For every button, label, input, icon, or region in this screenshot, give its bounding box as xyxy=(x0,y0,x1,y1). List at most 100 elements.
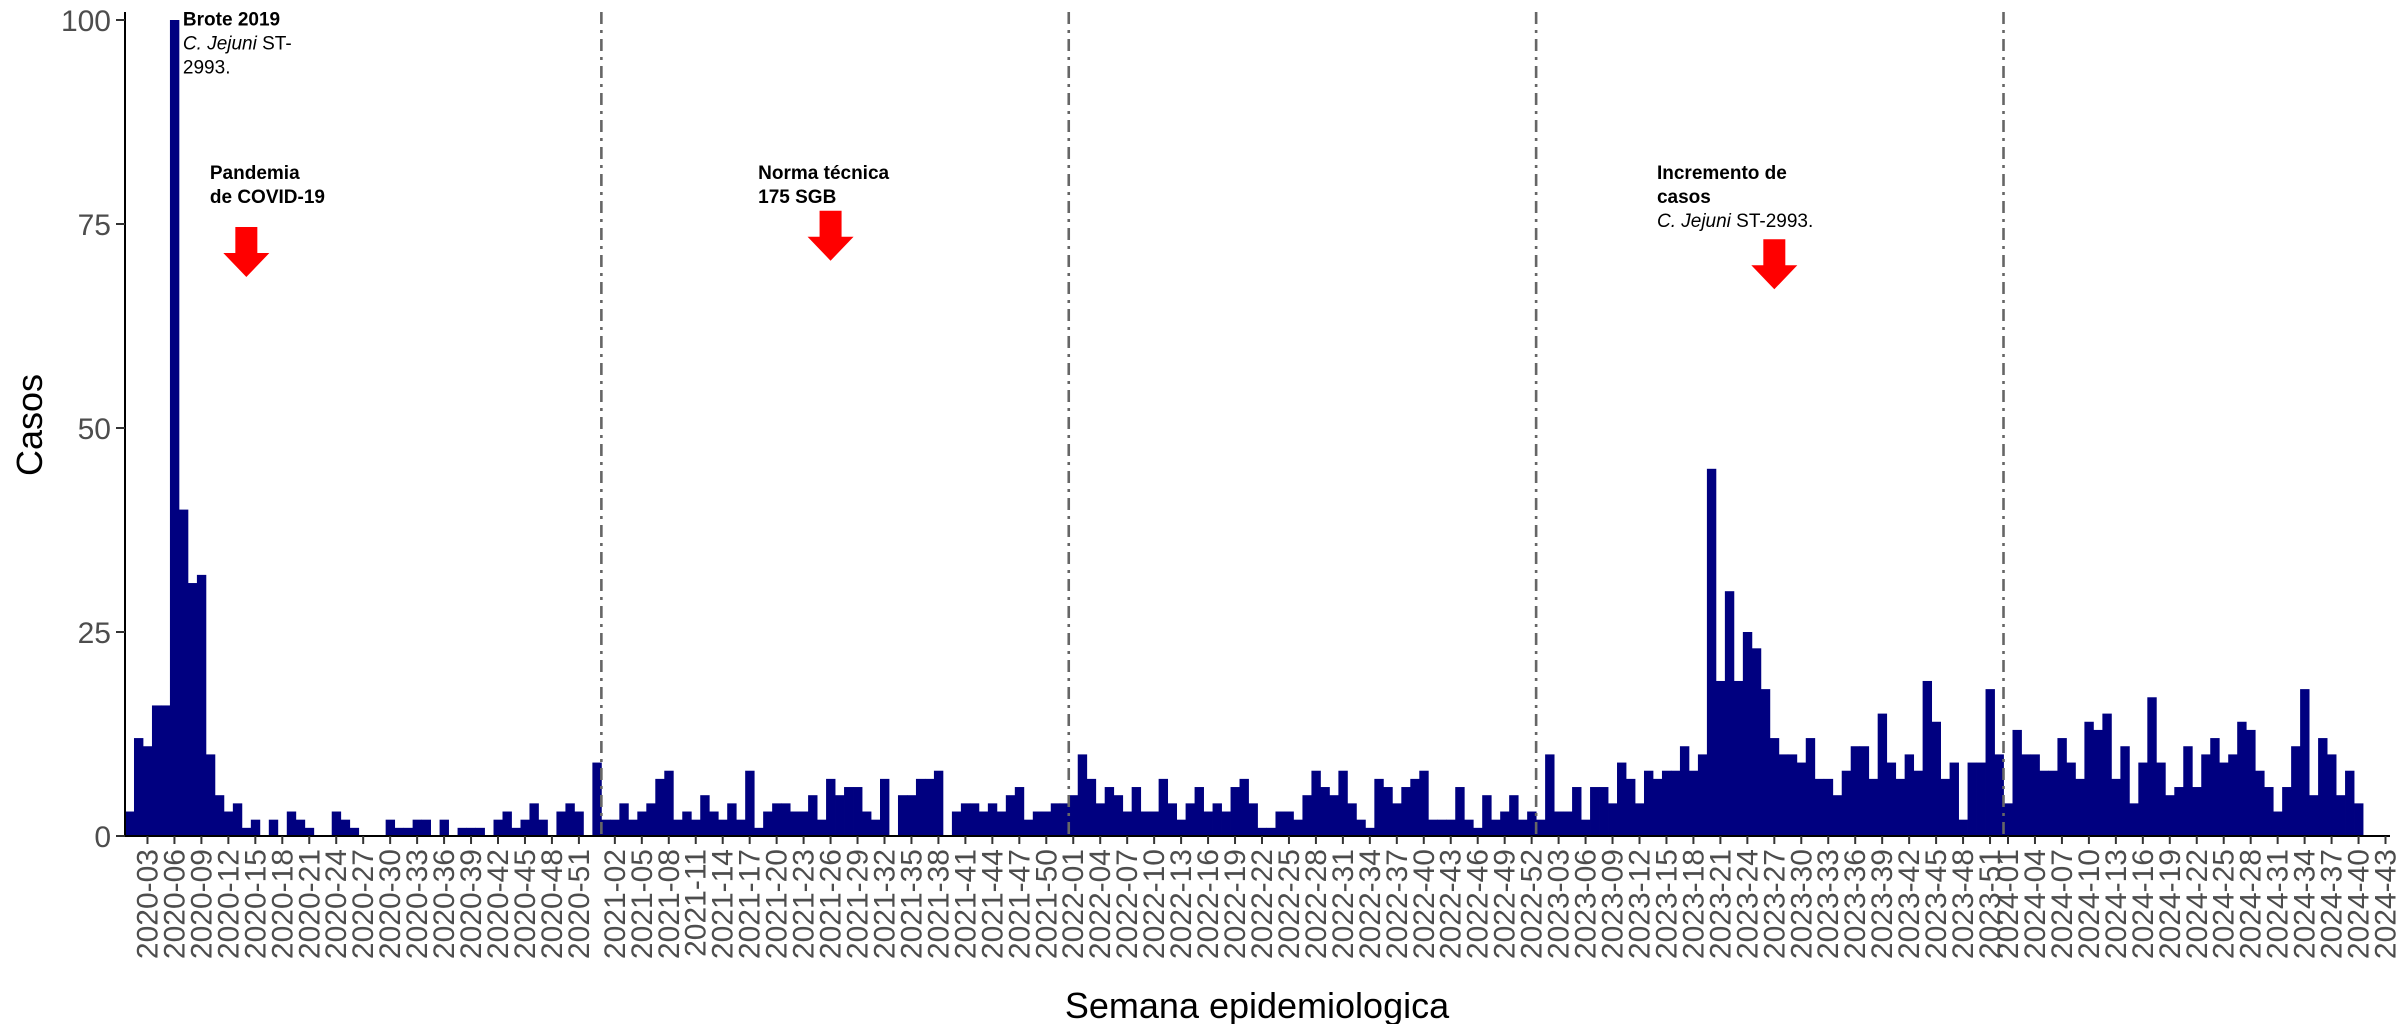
bar-2022-15 xyxy=(1194,787,1204,836)
bar-2021-30 xyxy=(862,811,872,836)
bar-2023-51 xyxy=(1985,689,1995,836)
bar-2023-42 xyxy=(1904,754,1915,836)
bar-2023-19 xyxy=(1697,754,1708,836)
bar-2020-42 xyxy=(493,819,503,836)
bar-2023-50 xyxy=(1976,762,1986,836)
x-tick-label-2022-40: 2022-40 xyxy=(1408,849,1441,959)
bar-2021-49 xyxy=(1032,811,1043,836)
bar-2023-31 xyxy=(1805,738,1816,836)
x-tick-label-2023-09: 2023-09 xyxy=(1597,849,1630,959)
bar-2020-11 xyxy=(214,795,225,836)
bar-2023-07 xyxy=(1590,787,1600,836)
bar-2022-01 xyxy=(1068,795,1079,836)
bar-2023-33 xyxy=(1823,778,1834,836)
bar-2024-37 xyxy=(2327,754,2337,836)
bar-2021-16 xyxy=(736,819,746,836)
bar-2021-17 xyxy=(745,770,755,836)
x-tick-label-2024-37: 2024-37 xyxy=(2316,849,2349,959)
bar-2022-37 xyxy=(1392,803,1402,836)
bar-2020-14 xyxy=(241,827,252,836)
bar-2024-09 xyxy=(2075,778,2085,836)
bar-2021-06 xyxy=(646,803,656,836)
bar-2023-45 xyxy=(1931,721,1941,836)
x-tick-label-2020-18: 2020-18 xyxy=(266,849,299,959)
bar-2023-52 xyxy=(1994,754,2004,836)
bar-2021-40 xyxy=(951,811,962,836)
bar-2021-21 xyxy=(781,803,791,836)
down-arrow-icon-2 xyxy=(807,210,854,261)
bar-2021-14 xyxy=(718,819,728,836)
bar-2022-30 xyxy=(1329,795,1339,836)
bar-2023-04 xyxy=(1563,811,1573,836)
bar-2021-01 xyxy=(601,819,611,836)
bar-2023-37 xyxy=(1859,746,1870,836)
bar-2022-47 xyxy=(1482,795,1492,836)
x-tick-label-2020-15: 2020-15 xyxy=(239,849,272,959)
bar-2023-24 xyxy=(1742,632,1753,836)
x-tick-label-2021-32: 2021-32 xyxy=(868,849,901,959)
bar-2020-31 xyxy=(394,827,405,836)
x-tick-label-2022-31: 2022-31 xyxy=(1327,849,1360,959)
bar-2024-12 xyxy=(2102,713,2112,836)
bar-2022-07 xyxy=(1122,811,1133,836)
bar-2020-43 xyxy=(502,811,512,836)
bar-2024-33 xyxy=(2291,746,2301,836)
bar-2022-10 xyxy=(1149,811,1160,836)
bar-2024-08 xyxy=(2066,762,2076,836)
bar-2023-12 xyxy=(1635,803,1645,836)
x-tick-label-2022-04: 2022-04 xyxy=(1084,849,1117,959)
bar-2022-03 xyxy=(1086,778,1097,836)
x-tick-label-2020-27: 2020-27 xyxy=(347,849,380,959)
bar-2023-16 xyxy=(1670,770,1681,836)
bar-2022-43 xyxy=(1446,819,1456,836)
bar-2020-36 xyxy=(439,819,449,836)
bar-2023-25 xyxy=(1751,648,1762,836)
x-tick-label-2021-20: 2021-20 xyxy=(761,849,794,959)
x-tick-label-2021-14: 2021-14 xyxy=(707,849,740,959)
bar-2024-06 xyxy=(2048,770,2058,836)
annotation-1: Brote 2019 C. Jejuni ST-2993. xyxy=(183,10,292,79)
bar-2021-22 xyxy=(790,811,800,836)
bar-2020-04 xyxy=(151,705,162,836)
x-tick-label-2023-12: 2023-12 xyxy=(1623,849,1656,959)
bar-2023-46 xyxy=(1940,778,1950,836)
x-tick-label-2024-01: 2024-01 xyxy=(1992,849,2025,959)
x-tick-label-2022-13: 2022-13 xyxy=(1165,849,1198,959)
bar-2023-34 xyxy=(1832,795,1843,836)
bar-2022-12 xyxy=(1167,803,1178,836)
x-axis-title: Semana epidemiologica xyxy=(1065,985,1450,1024)
bar-2022-52 xyxy=(1527,811,1537,836)
bar-2023-11 xyxy=(1626,778,1636,836)
x-tick-label-2020-30: 2020-30 xyxy=(374,849,407,959)
bar-2020-32 xyxy=(403,827,414,836)
bar-2020-39 xyxy=(466,827,476,836)
bar-2021-13 xyxy=(709,811,719,836)
annotation-4: Incremento de casos C. Jejuni ST-2993. xyxy=(1657,163,1813,232)
x-tick-label-2020-45: 2020-45 xyxy=(509,849,542,959)
annotations: Brote 2019 C. Jejuni ST-2993. Pandemia de C… xyxy=(183,10,1813,290)
y-axis-title: Casos xyxy=(9,374,50,476)
bar-2023-41 xyxy=(1895,778,1906,836)
bar-2021-09 xyxy=(673,819,683,836)
bar-2021-20 xyxy=(772,803,782,836)
bar-2021-28 xyxy=(844,787,854,836)
bar-2022-33 xyxy=(1356,819,1366,836)
bar-2024-34 xyxy=(2300,689,2310,836)
bar-2020-40 xyxy=(475,827,485,836)
x-tick-label-2021-23: 2021-23 xyxy=(788,849,821,959)
x-tick-label-2021-47: 2021-47 xyxy=(1003,849,1036,959)
x-tick-label-2024-19: 2024-19 xyxy=(2154,849,2187,959)
bar-2021-38 xyxy=(933,770,944,836)
annotation-2: Pandemia de COVID-19 xyxy=(210,163,325,208)
bar-2024-38 xyxy=(2336,795,2346,836)
bar-2024-14 xyxy=(2120,746,2130,836)
bar-2024-32 xyxy=(2282,787,2292,836)
bar-2020-15 xyxy=(250,819,261,836)
x-tick-label-2023-39: 2023-39 xyxy=(1866,849,1899,959)
bar-2023-43 xyxy=(1913,770,1924,836)
x-tick-label-2023-21: 2023-21 xyxy=(1704,849,1737,959)
bar-2022-26 xyxy=(1293,819,1303,836)
bar-2023-20 xyxy=(1706,468,1717,836)
x-tick-label-2024-16: 2024-16 xyxy=(2127,849,2160,959)
bar-2022-20 xyxy=(1239,778,1249,836)
